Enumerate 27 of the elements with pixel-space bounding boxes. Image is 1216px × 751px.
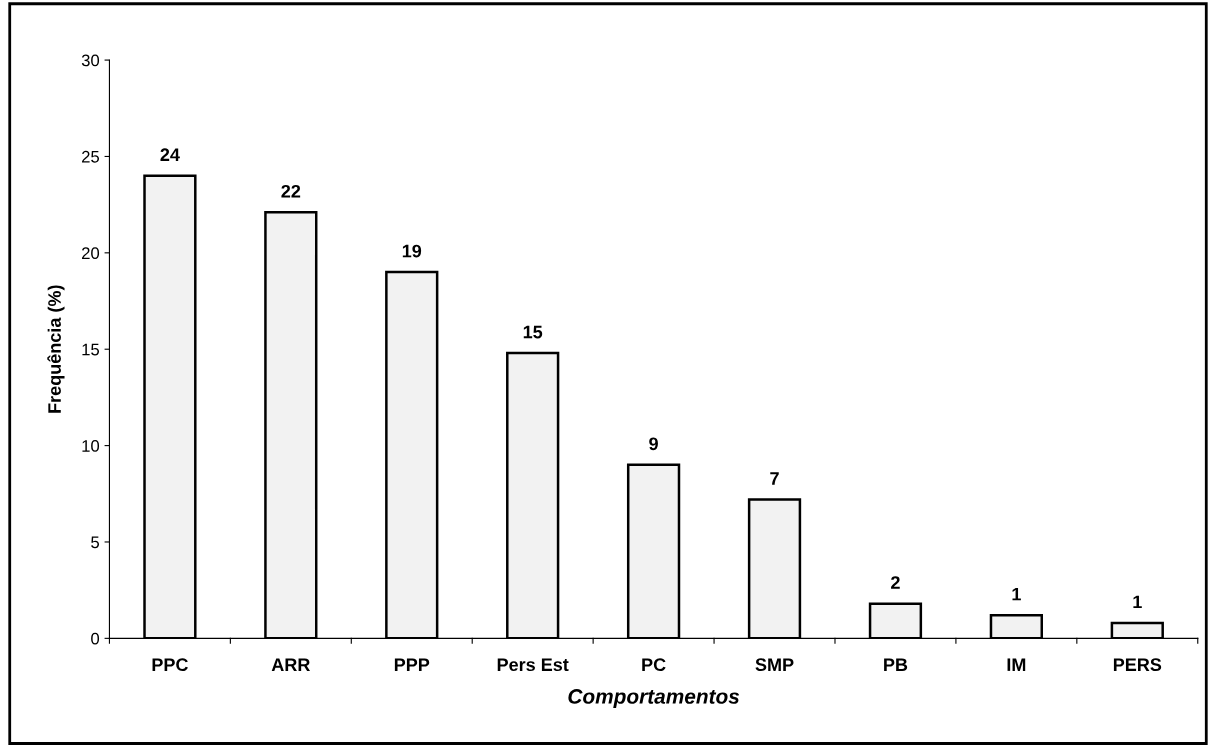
x-tick-label: ARR bbox=[271, 658, 311, 671]
y-tick-label: 10 bbox=[82, 439, 100, 452]
data-label: 7 bbox=[770, 472, 779, 485]
x-tick-label: SMP bbox=[755, 658, 794, 672]
x-tick-label: PB bbox=[884, 658, 908, 671]
y-axis-title: Frequência (%) bbox=[47, 285, 65, 413]
x-tick-label: PC bbox=[642, 658, 666, 672]
x-tick-label: PERS bbox=[1113, 658, 1162, 672]
data-label: 9 bbox=[649, 437, 658, 451]
data-label: 22 bbox=[281, 184, 301, 198]
y-tick-label: 25 bbox=[82, 150, 100, 163]
x-tick-label: PPP bbox=[394, 658, 430, 671]
y-tick-label: 5 bbox=[91, 536, 100, 549]
y-tick-label: 20 bbox=[82, 247, 100, 260]
x-tick-label: Pers Est bbox=[497, 658, 569, 672]
data-label: 2 bbox=[891, 576, 900, 589]
y-tick-label: 0 bbox=[91, 632, 100, 645]
data-label: 19 bbox=[402, 244, 422, 258]
data-label: 15 bbox=[523, 325, 543, 339]
x-axis-title: Comportamentos bbox=[568, 689, 740, 708]
y-tick-label: 30 bbox=[81, 54, 100, 67]
data-label: 24 bbox=[160, 148, 180, 161]
x-tick-label: IM bbox=[1007, 658, 1026, 671]
y-tick-label: 15 bbox=[82, 343, 100, 356]
x-tick-label: PPC bbox=[152, 658, 188, 672]
data-label: 1 bbox=[1012, 587, 1021, 601]
data-label: 1 bbox=[1133, 595, 1142, 609]
